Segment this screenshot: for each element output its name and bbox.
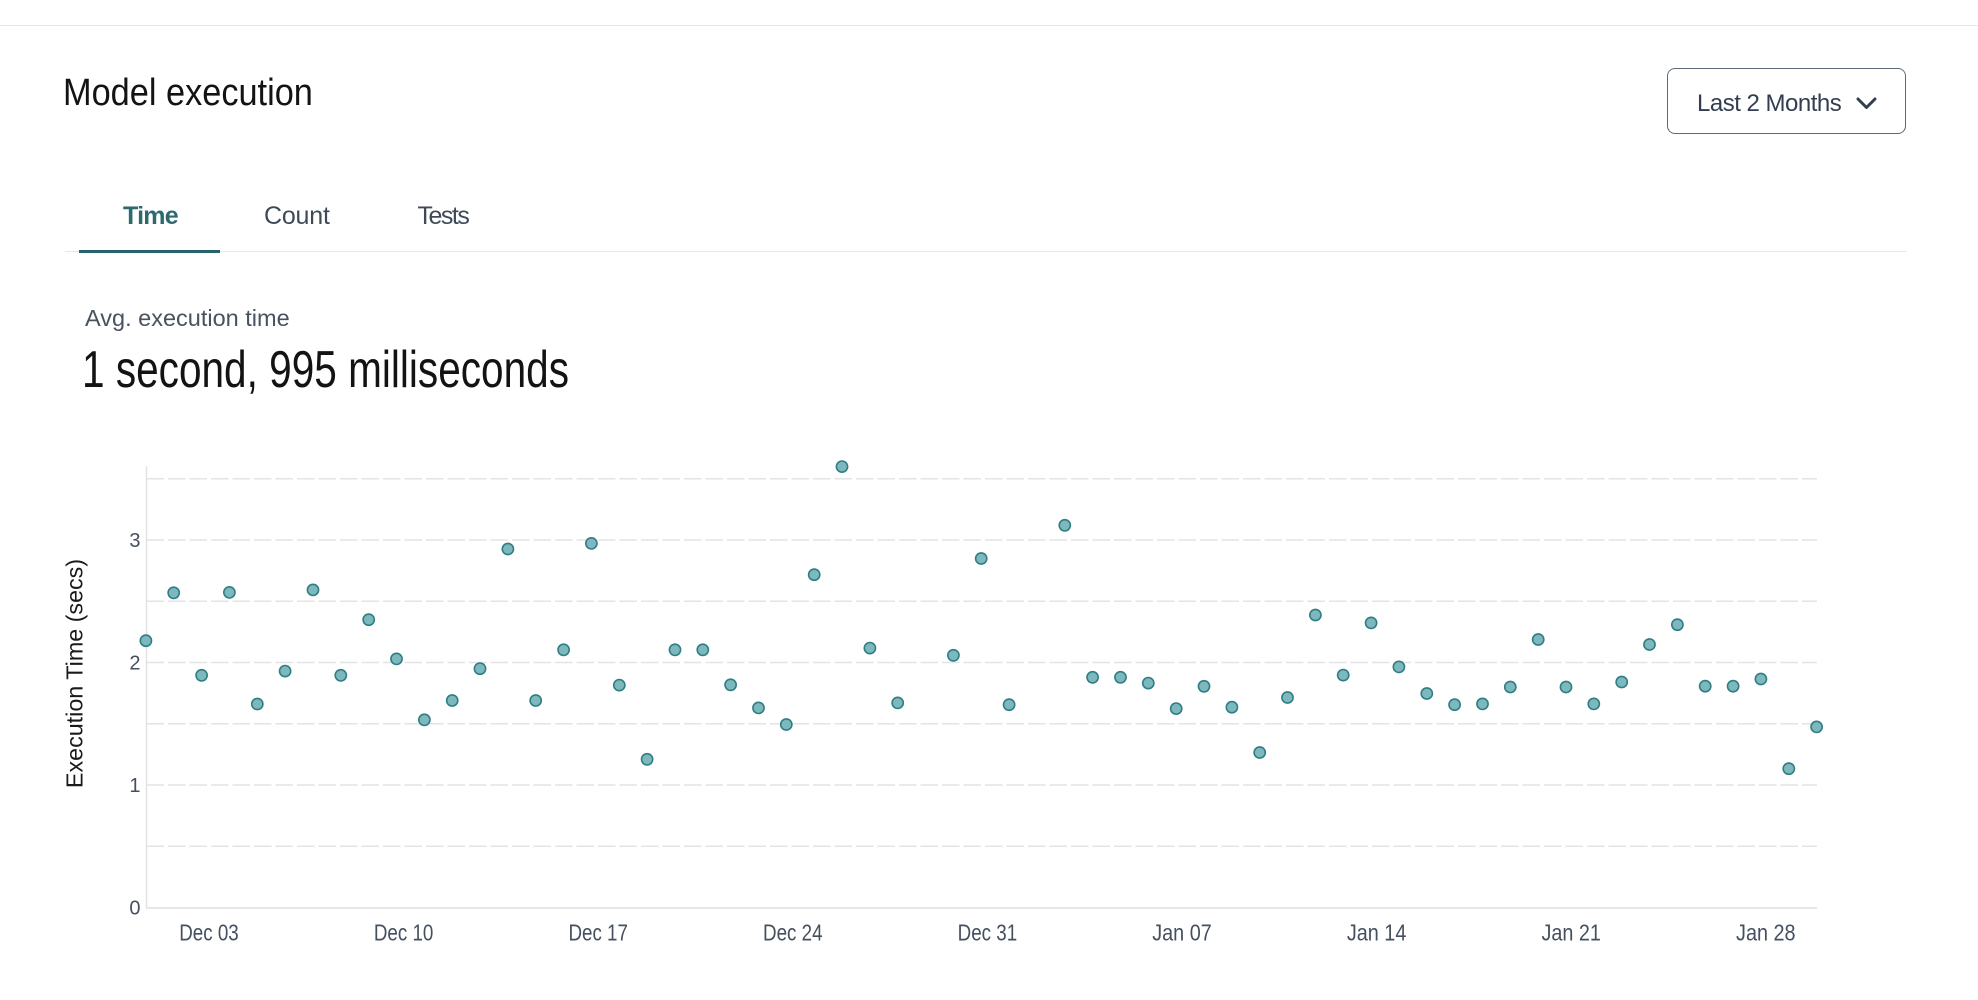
- svg-text:Jan 28: Jan 28: [1736, 920, 1796, 946]
- svg-text:Jan 21: Jan 21: [1541, 920, 1601, 946]
- svg-text:0: 0: [129, 897, 140, 919]
- svg-text:Execution Time (secs): Execution Time (secs): [62, 559, 88, 788]
- svg-text:Dec 17: Dec 17: [568, 920, 628, 946]
- svg-text:2: 2: [129, 652, 140, 674]
- svg-text:Dec 03: Dec 03: [179, 920, 239, 946]
- svg-text:Dec 24: Dec 24: [763, 920, 823, 946]
- svg-text:1: 1: [129, 775, 140, 797]
- svg-text:Jan 07: Jan 07: [1152, 920, 1212, 946]
- svg-text:Dec 10: Dec 10: [374, 920, 434, 946]
- svg-text:Dec 31: Dec 31: [958, 920, 1018, 946]
- svg-text:3: 3: [129, 530, 140, 552]
- svg-text:Jan 14: Jan 14: [1347, 920, 1407, 946]
